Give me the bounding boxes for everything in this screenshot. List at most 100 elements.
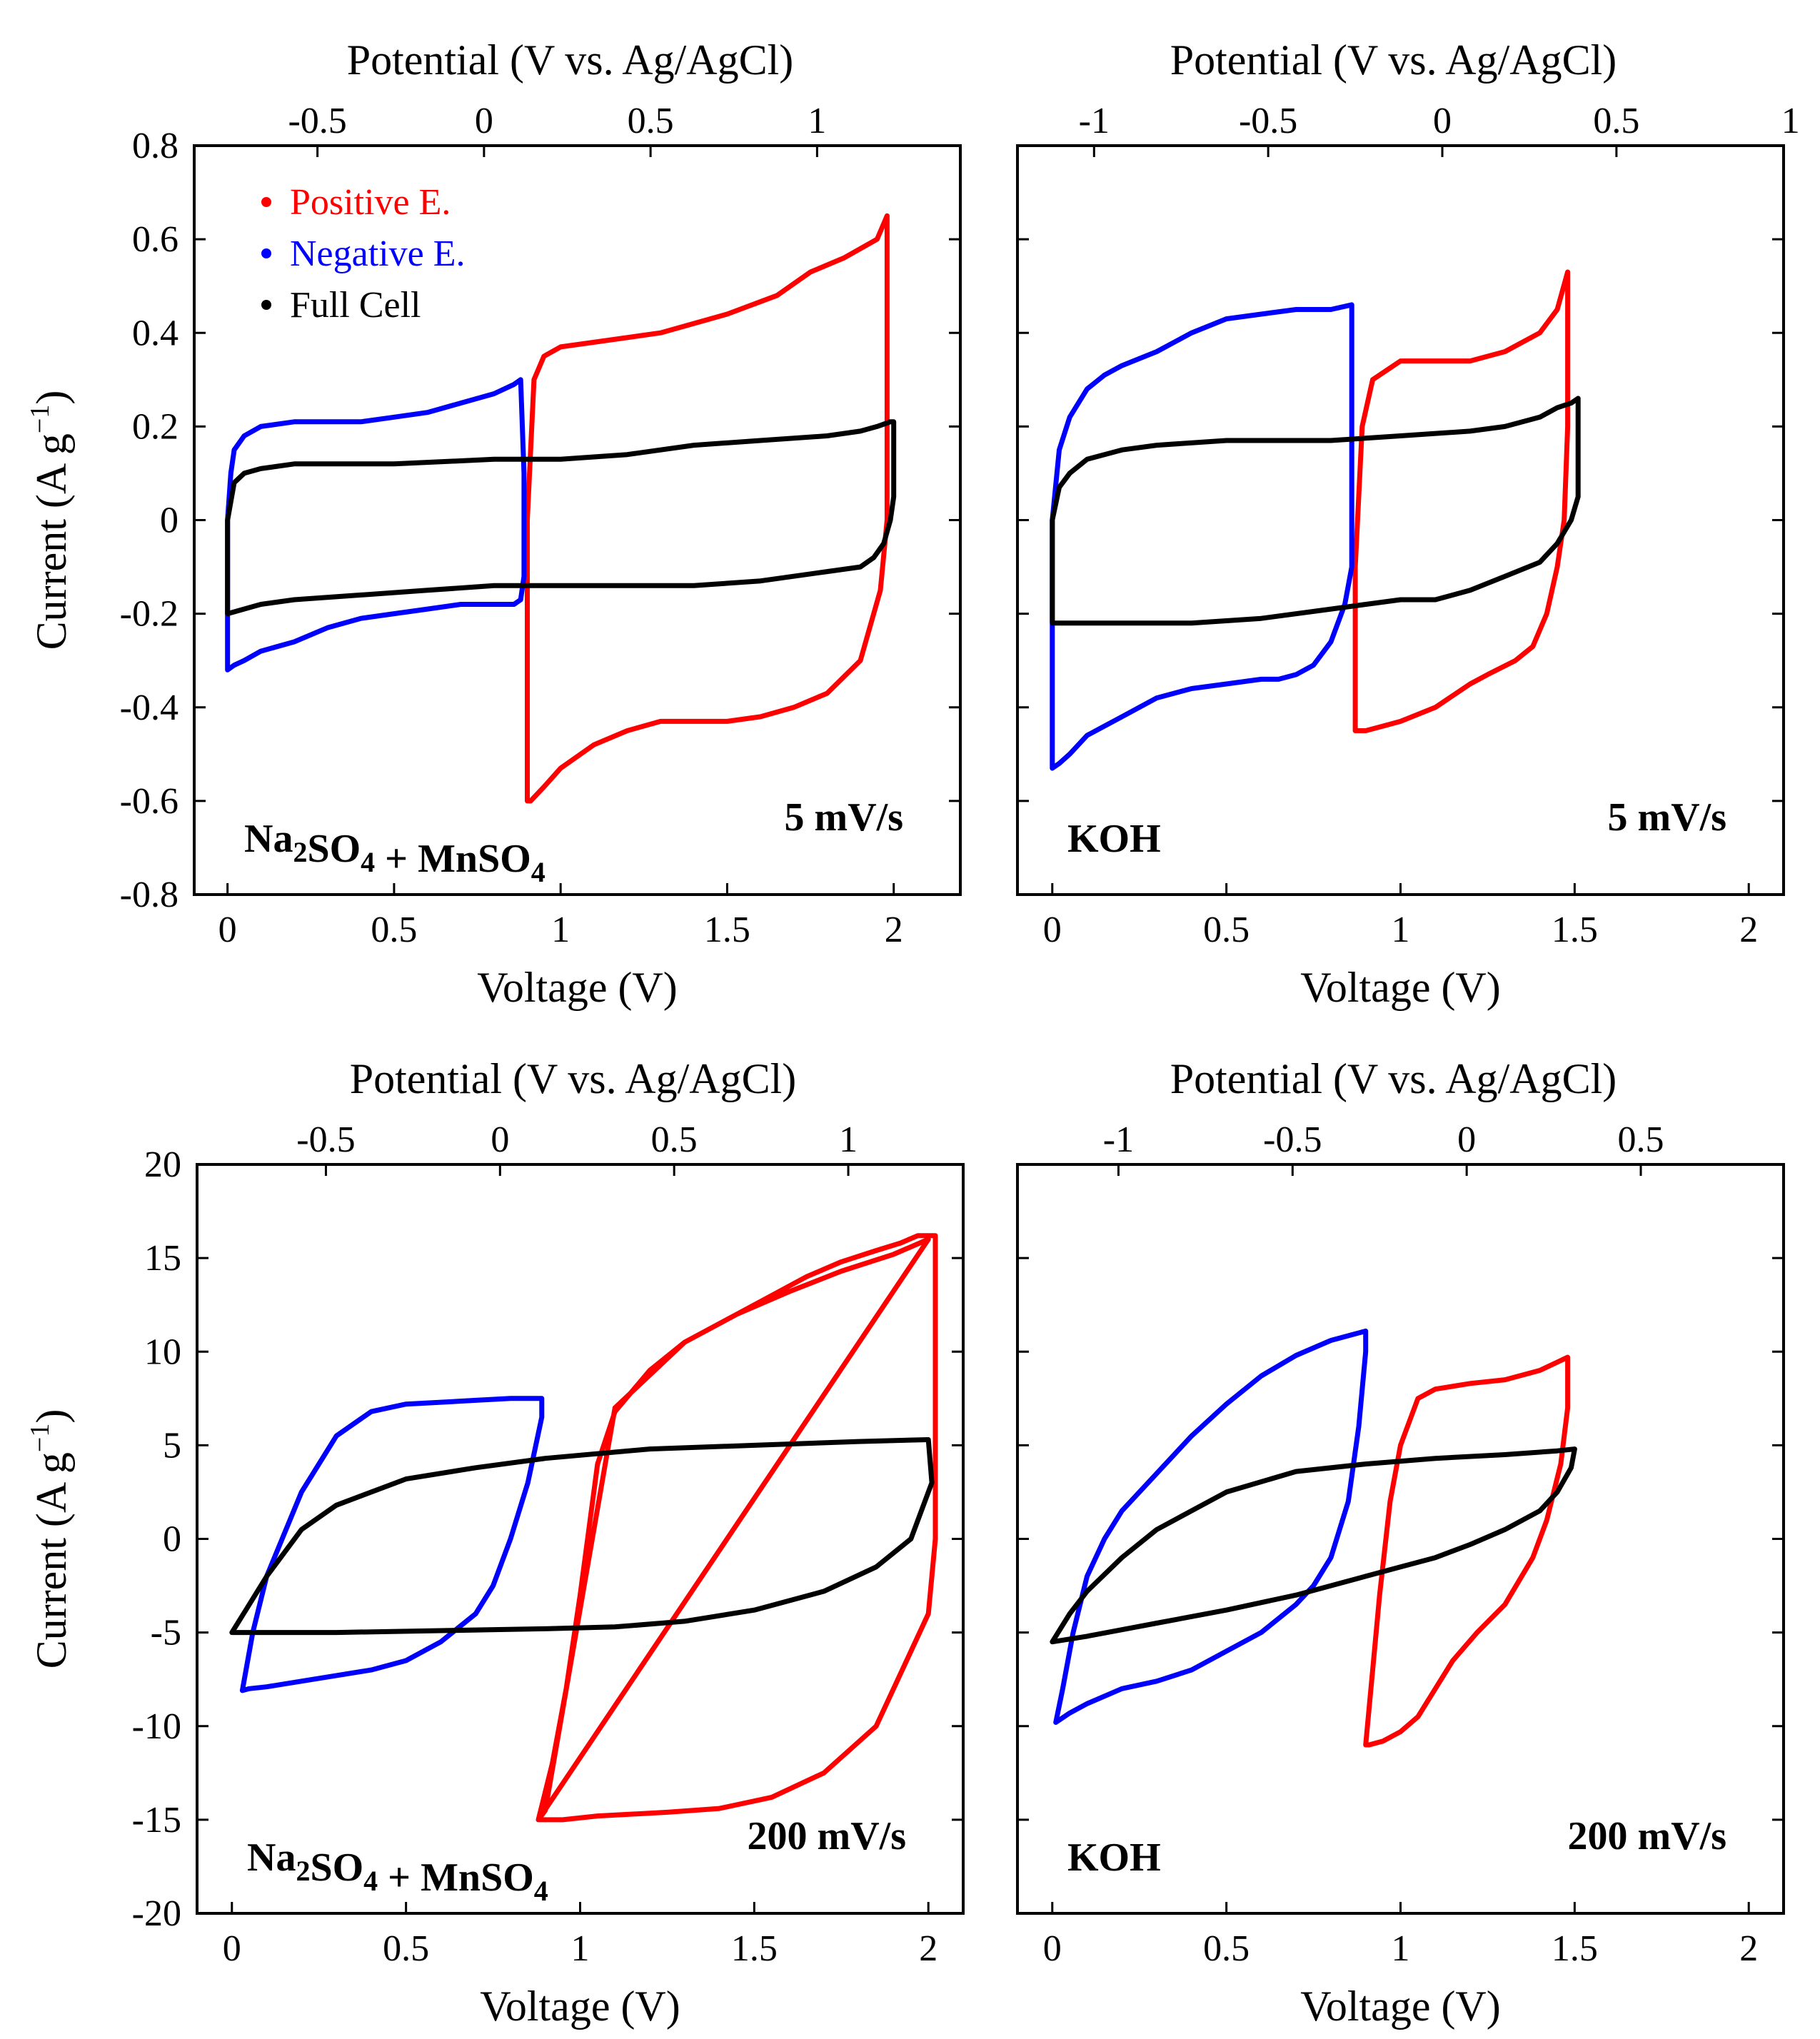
top-x-tick-label: 1 — [839, 1119, 858, 1160]
top-x-tick-label: 0 — [475, 101, 493, 141]
legend-marker — [261, 300, 271, 310]
top-x-tick-label: 0.5 — [628, 101, 674, 141]
plot-frame — [1016, 1163, 1785, 1915]
x-axis-label: Voltage (V) — [477, 964, 678, 1011]
series-positive-e-curve — [525, 213, 890, 804]
x-tick-label: 1.5 — [704, 910, 750, 950]
top-x-tick-label: -0.5 — [1239, 101, 1297, 141]
panel-1: 0 0.5 1 1.5 2 -0.8 -0.6 -0.4 -0.2 0 0.2 0.4 0.6 0.8 -0… — [25, 36, 962, 1011]
legend-marker — [261, 248, 271, 258]
legend-entry: Positive E. — [290, 182, 451, 223]
x-tick-label: 0 — [1043, 910, 1062, 950]
electrolyte-label: Na2SO4 + MnSO4 — [247, 1836, 548, 1907]
x-axis-label: Voltage (V) — [1300, 1983, 1501, 2030]
top-axis-label: Potential (V vs. Ag/AgCl) — [1170, 1055, 1617, 1102]
top-x-tick-label: 1 — [808, 101, 826, 141]
top-x-tick-label: -0.5 — [1263, 1119, 1322, 1160]
x-tick-label: 1 — [571, 1928, 590, 1969]
plot-frame — [1016, 144, 1785, 896]
y-tick-label: 20 — [144, 1144, 181, 1185]
y-tick-label: 0.8 — [132, 126, 179, 166]
x-tick-label: 0.5 — [371, 910, 417, 950]
top-x-tick-label: 0 — [1433, 101, 1452, 141]
y-tick-label: -0.6 — [120, 781, 179, 822]
top-x-tick-label: -1 — [1103, 1119, 1134, 1160]
x-tick-label: 0.5 — [1203, 910, 1250, 950]
x-tick-label: 0 — [1043, 1928, 1062, 1969]
y-tick-label: 10 — [144, 1331, 181, 1372]
y-tick-label: 0.2 — [132, 406, 179, 447]
top-x-tick-label: -0.5 — [288, 101, 346, 141]
y-tick-label: 0 — [163, 1519, 181, 1560]
x-tick-label: 2 — [919, 1928, 937, 1969]
x-tick-label: 1 — [1392, 1928, 1410, 1969]
top-axis-label: Potential (V vs. Ag/AgCl) — [347, 36, 794, 84]
top-x-tick-label: -1 — [1079, 101, 1110, 141]
top-axis-label: Potential (V vs. Ag/AgCl) — [350, 1055, 797, 1102]
series-full-cell-curve — [225, 419, 897, 617]
x-tick-label: 1.5 — [731, 1928, 778, 1969]
top-x-tick-label: 0.5 — [1593, 101, 1639, 141]
y-axis-label: Current (A g−1) — [25, 1409, 75, 1669]
y-tick-label: -0.2 — [120, 594, 179, 635]
series-negative-e-curve — [225, 377, 527, 673]
top-x-tick-label: 0.5 — [651, 1119, 698, 1160]
scan-rate-label: 5 mV/s — [1608, 795, 1726, 840]
electrolyte-label: KOH — [1067, 1836, 1161, 1880]
series-positive-e-curve — [536, 1233, 938, 1823]
x-tick-label: 0.5 — [1203, 1928, 1250, 1969]
top-x-tick-label: -0.5 — [296, 1119, 355, 1160]
panel-3: 0 0.5 1 1.5 2 -20 -15 -10 -5 0 5 10 15 20 -0.5 0 0.5 1 Pot… — [25, 1055, 965, 2030]
legend-entry: Negative E. — [290, 233, 465, 274]
x-tick-label: 1 — [1392, 910, 1410, 950]
y-tick-label: -5 — [151, 1613, 181, 1653]
series-full-cell-curve — [1050, 396, 1581, 626]
series-full-cell-curve — [1050, 1446, 1577, 1645]
x-tick-label: 0 — [218, 910, 237, 950]
scan-rate-label: 200 mV/s — [1568, 1814, 1726, 1858]
x-tick-label: 2 — [885, 910, 903, 950]
electrolyte-label: Na2SO4 + MnSO4 — [244, 817, 546, 888]
y-tick-label: 0 — [160, 500, 179, 541]
panel-2: 0 0.5 1 1.5 2 -1 -0.5 0 0.5 1 Potential (V vs. Ag/… — [1016, 36, 1800, 1011]
series-positive-e-curve — [1352, 269, 1571, 733]
top-x-tick-label: 0 — [1457, 1119, 1476, 1160]
x-axis-label: Voltage (V) — [480, 1983, 680, 2030]
y-tick-label: 0.6 — [132, 219, 179, 260]
x-tick-label: 1 — [551, 910, 570, 950]
series-full-cell-curve — [229, 1437, 935, 1636]
y-tick-label: -15 — [132, 1800, 181, 1841]
series-negative-e-curve — [1050, 302, 1354, 771]
series-positive-e-curve — [1363, 1354, 1571, 1748]
y-tick-label: -0.8 — [120, 875, 179, 915]
scan-rate-label: 5 mV/s — [785, 795, 903, 840]
y-tick-label: -20 — [132, 1893, 181, 1934]
top-x-tick-label: 0 — [491, 1119, 509, 1160]
top-axis-label: Potential (V vs. Ag/AgCl) — [1170, 36, 1617, 84]
x-tick-label: 2 — [1739, 910, 1758, 950]
legend-marker — [261, 197, 271, 207]
y-tick-label: 15 — [144, 1238, 181, 1279]
top-x-tick-label: 0.5 — [1618, 1119, 1664, 1160]
x-axis-label: Voltage (V) — [1300, 964, 1501, 1011]
series-negative-e-curve — [239, 1396, 545, 1693]
legend-entry: Full Cell — [290, 285, 421, 326]
x-tick-label: 1.5 — [1552, 910, 1598, 950]
x-tick-label: 0.5 — [383, 1928, 429, 1969]
scan-rate-label: 200 mV/s — [748, 1814, 906, 1858]
electrolyte-label: KOH — [1067, 817, 1161, 861]
x-tick-label: 2 — [1739, 1928, 1758, 1969]
y-tick-label: -10 — [132, 1706, 181, 1747]
y-tick-label: 5 — [163, 1425, 181, 1466]
y-tick-label: 0.4 — [132, 313, 179, 353]
x-tick-label: 1.5 — [1552, 1928, 1598, 1969]
top-x-tick-label: 1 — [1781, 101, 1800, 141]
y-tick-label: -0.4 — [120, 688, 179, 728]
series-negative-e-curve — [1053, 1328, 1369, 1725]
y-axis-label: Current (A g−1) — [25, 391, 75, 650]
plot-frame — [196, 1163, 965, 1915]
x-tick-label: 0 — [223, 1928, 241, 1969]
legend: Positive E. Negative E. Full Cell — [261, 182, 465, 326]
